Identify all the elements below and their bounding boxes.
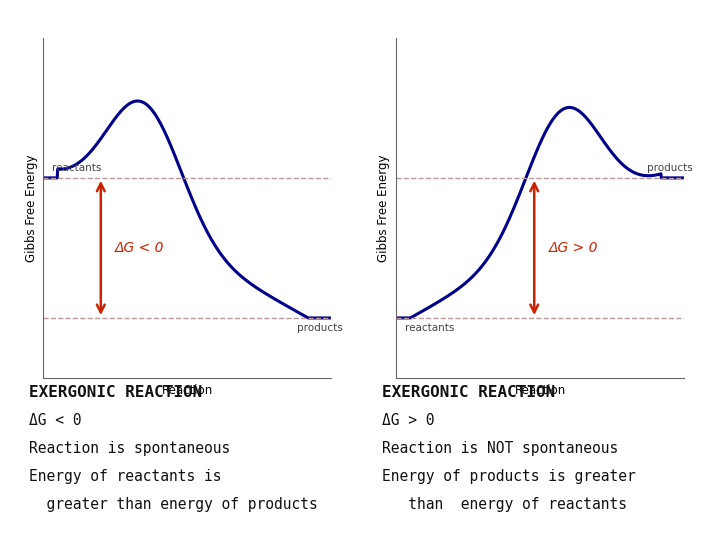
Text: reactants: reactants bbox=[52, 163, 102, 173]
Text: Energy of products is greater: Energy of products is greater bbox=[382, 469, 635, 484]
Text: ΔG < 0: ΔG < 0 bbox=[115, 241, 165, 255]
Text: greater than energy of products: greater than energy of products bbox=[29, 497, 318, 512]
Y-axis label: Gibbs Free Energy: Gibbs Free Energy bbox=[377, 154, 390, 262]
Text: Energy of reactants is: Energy of reactants is bbox=[29, 469, 221, 484]
Text: than  energy of reactants: than energy of reactants bbox=[382, 497, 626, 512]
Text: Reaction is NOT spontaneous: Reaction is NOT spontaneous bbox=[382, 441, 618, 456]
Text: ΔG < 0: ΔG < 0 bbox=[29, 413, 81, 428]
Text: products: products bbox=[647, 163, 693, 173]
X-axis label: Reaction: Reaction bbox=[514, 383, 566, 396]
Text: EXERGONIC REACTION: EXERGONIC REACTION bbox=[382, 385, 555, 400]
Text: Reaction is spontaneous: Reaction is spontaneous bbox=[29, 441, 230, 456]
Text: ΔG > 0: ΔG > 0 bbox=[382, 413, 434, 428]
Text: reactants: reactants bbox=[405, 323, 454, 333]
Text: ΔG > 0: ΔG > 0 bbox=[549, 241, 598, 255]
Text: EXERGONIC REACTION: EXERGONIC REACTION bbox=[29, 385, 202, 400]
Text: products: products bbox=[297, 323, 343, 333]
Y-axis label: Gibbs Free Energy: Gibbs Free Energy bbox=[24, 154, 37, 262]
X-axis label: Reaction: Reaction bbox=[161, 383, 213, 396]
